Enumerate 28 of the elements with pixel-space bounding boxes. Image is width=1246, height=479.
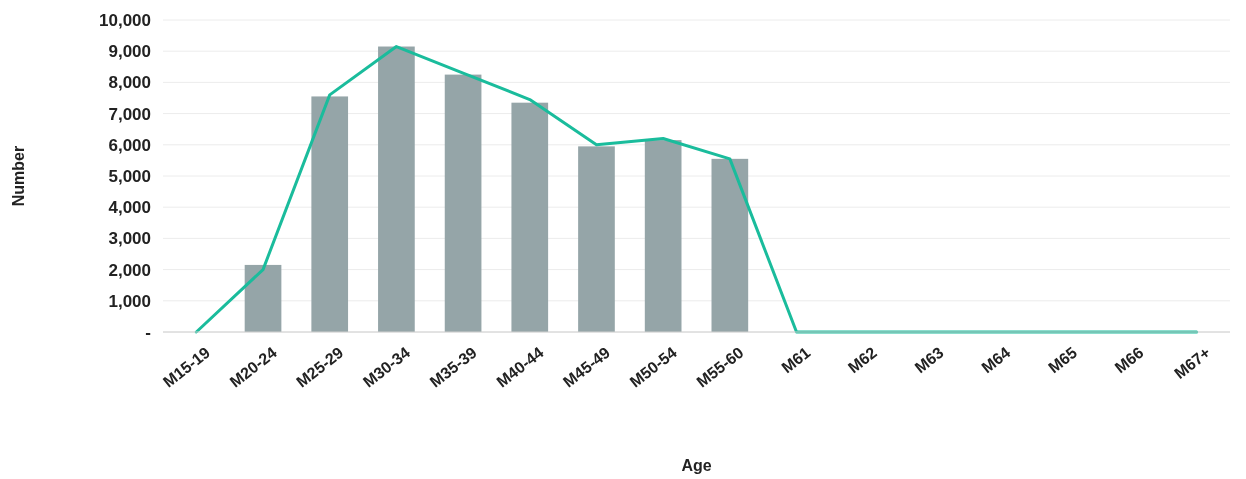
y-tick-label: 6,000 [108,135,151,155]
y-tick-label: 9,000 [108,42,151,62]
y-tick-label: 7,000 [108,104,151,124]
y-tick-label: 10,000 [99,10,151,30]
y-tick-label: 3,000 [108,229,151,249]
y-axis-title: Number [10,145,27,207]
x-tick-label: M65 [1045,343,1081,377]
bar [311,96,349,332]
bar [644,140,682,332]
x-tick-label: M62 [844,343,881,377]
y-tick-label: 1,000 [108,291,151,311]
bar [378,46,415,332]
x-tick-label: M66 [1111,343,1147,377]
x-tick-label: M61 [778,343,814,377]
y-tick-label: 8,000 [108,73,151,93]
bar [578,146,615,332]
x-axis-title: Age [681,457,712,474]
x-tick-label: M64 [978,343,1014,377]
bar [511,102,549,332]
y-tick-label: 5,000 [108,166,151,186]
line-series [194,45,1199,334]
bar [711,158,749,332]
y-tick-label: 2,000 [108,260,151,280]
y-tick-label: 4,000 [108,198,151,218]
bar [244,264,282,332]
bar [444,74,482,332]
y-tick-label: - [145,322,151,342]
x-tick-label: M63 [911,343,947,377]
